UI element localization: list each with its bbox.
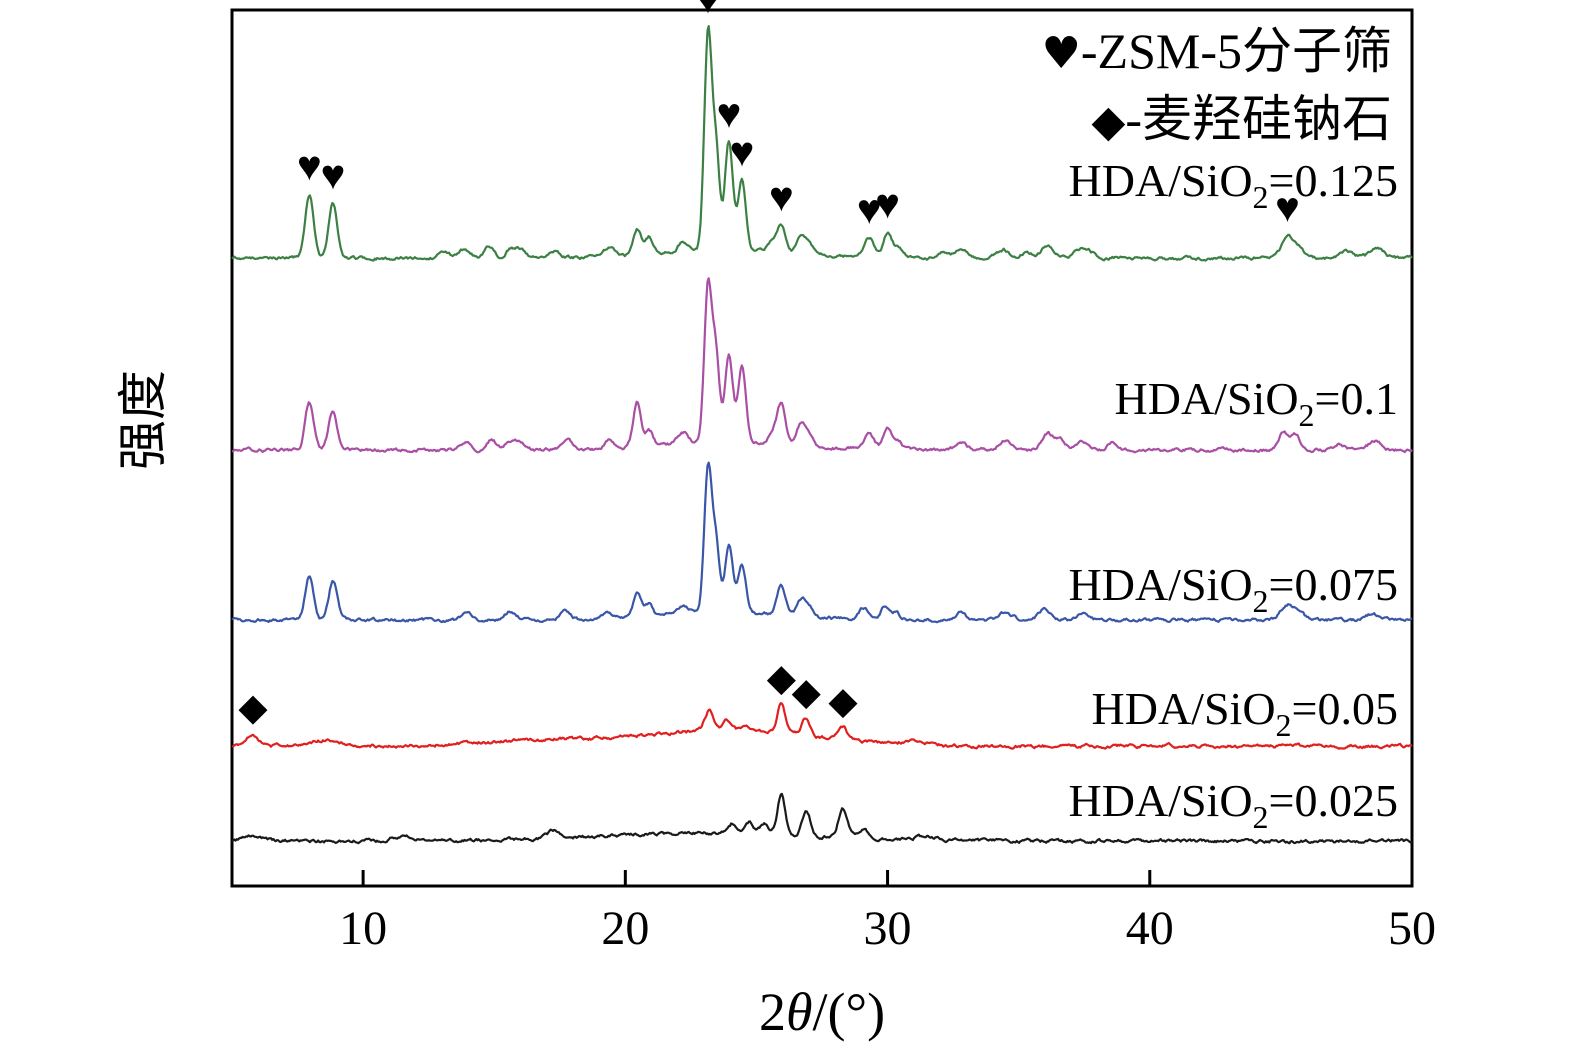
legend-entry-1: ◆-麦羟硅钠石: [1092, 91, 1393, 147]
curve-HDA/SiO2=0.05: [231, 702, 1413, 750]
x-tick-label-40: 40: [1126, 902, 1174, 955]
x-tick-label-30: 30: [864, 902, 912, 955]
y-axis-label: 强度: [115, 370, 171, 470]
heart-marker-icon: ♥: [320, 153, 345, 199]
x-tick-label-10: 10: [339, 902, 387, 955]
curve-HDA/SiO2=0.025: [231, 792, 1413, 845]
series-label-HDA/SiO2=0.05: HDA/SiO2=0.05: [1092, 683, 1398, 743]
curve-HDA/SiO2=0.075: [231, 461, 1413, 624]
series-label-HDA/SiO2=0.1: HDA/SiO2=0.1: [1115, 373, 1398, 433]
heart-marker-icon: ♥: [730, 130, 755, 176]
legend-entry-0: ♥-ZSM-5分子筛: [1041, 23, 1392, 79]
diamond-marker-icon: ◆: [238, 687, 268, 729]
heart-marker-icon: ♥: [297, 144, 322, 190]
series-label-HDA/SiO2=0.025: HDA/SiO2=0.025: [1069, 775, 1398, 835]
heart-legend-icon: ♥: [1041, 28, 1080, 79]
heart-marker-icon: ♥: [716, 92, 741, 138]
x-axis-label: 2θ/(°): [759, 982, 885, 1042]
diamond-legend-icon: ◆: [1092, 96, 1126, 147]
heart-marker-icon: ♥: [875, 182, 900, 228]
curve-HDA/SiO2=0.125: [231, 25, 1413, 262]
heart-marker-icon: ♥: [695, 0, 720, 23]
heart-marker-icon: ♥: [857, 187, 882, 233]
curve-HDA/SiO2=0.1: [232, 277, 1413, 454]
diamond-marker-icon: ◆: [767, 658, 797, 700]
heart-marker-icon: ♥: [1275, 186, 1300, 232]
diamond-marker-icon: ◆: [828, 681, 858, 723]
plot-frame: [230, 8, 1414, 888]
x-tick-label-20: 20: [601, 902, 649, 955]
series-label-HDA/SiO2=0.075: HDA/SiO2=0.075: [1069, 559, 1398, 619]
diamond-marker-icon: ◆: [792, 671, 822, 713]
series-label-HDA/SiO2=0.125: HDA/SiO2=0.125: [1069, 155, 1398, 215]
x-tick-label-50: 50: [1388, 902, 1436, 955]
heart-marker-icon: ♥: [769, 175, 794, 221]
